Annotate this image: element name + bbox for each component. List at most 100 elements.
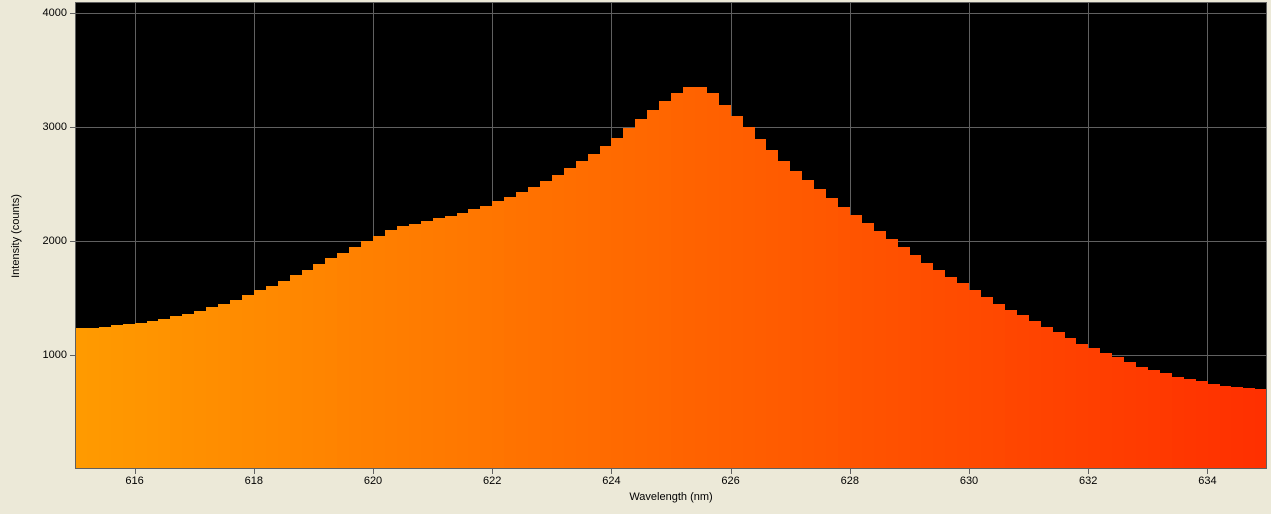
spectrum-bar — [230, 300, 242, 469]
spectrum-bar — [313, 264, 325, 469]
spectrum-bar — [468, 209, 480, 469]
x-tick-label: 618 — [245, 475, 263, 487]
x-tick-mark — [731, 469, 732, 474]
spectrum-bar — [325, 258, 337, 469]
x-tick-label: 620 — [364, 475, 382, 487]
spectrum-bar — [766, 150, 778, 469]
spectrum-bar — [1243, 388, 1255, 469]
spectrum-bar — [1184, 379, 1196, 469]
spectrum-bar — [731, 116, 743, 469]
x-tick-label: 628 — [841, 475, 859, 487]
x-tick-mark — [850, 469, 851, 474]
spectrum-bar — [397, 226, 409, 469]
spectrum-bar — [564, 168, 576, 469]
spectrum-bar — [373, 236, 385, 470]
spectrum-bar — [790, 171, 802, 469]
x-tick-label: 626 — [721, 475, 739, 487]
y-tick-mark — [70, 355, 75, 356]
spectrum-bar — [683, 87, 695, 469]
x-tick-label: 616 — [125, 475, 143, 487]
spectrum-bar — [1255, 389, 1267, 469]
spectrum-bar — [611, 138, 623, 469]
spectrum-bar — [1220, 386, 1232, 469]
spectrum-bar — [421, 221, 433, 469]
spectrum-bar — [254, 290, 266, 469]
spectrum-bar — [75, 328, 87, 469]
spectrum-bar — [409, 224, 421, 469]
spectrum-bar — [182, 314, 194, 469]
x-tick-mark — [373, 469, 374, 474]
spectrum-bar — [635, 119, 647, 469]
spectrum-bar — [826, 198, 838, 469]
y-tick-label: 2000 — [39, 235, 67, 247]
spectrum-bar — [1112, 357, 1124, 469]
spectrum-bar — [1148, 370, 1160, 469]
spectrum-bar — [981, 297, 993, 469]
y-tick-mark — [70, 127, 75, 128]
spectrum-bar — [158, 319, 170, 469]
x-tick-mark — [254, 469, 255, 474]
spectrum-bar — [433, 218, 445, 469]
y-tick-mark — [70, 241, 75, 242]
spectrum-bar — [1029, 321, 1041, 469]
spectrum-bar — [707, 93, 719, 469]
spectrum-bar — [743, 127, 755, 469]
spectrum-bar — [1076, 344, 1088, 469]
spectrum-bar — [480, 206, 492, 469]
spectrum-bar — [1136, 367, 1148, 470]
spectrum-bar — [957, 283, 969, 469]
spectrum-bar — [337, 253, 349, 469]
spectrum-bar — [1208, 384, 1220, 469]
x-tick-label: 624 — [602, 475, 620, 487]
y-tick-label: 3000 — [39, 121, 67, 133]
spectrum-bar — [1160, 373, 1172, 469]
spectrum-bar — [862, 223, 874, 469]
x-tick-mark — [492, 469, 493, 474]
spectrum-bar — [874, 231, 886, 469]
spectrum-bar — [755, 139, 767, 469]
spectrum-bar — [385, 230, 397, 469]
spectrum-bar — [1005, 310, 1017, 469]
spectrum-bar — [87, 328, 99, 469]
x-tick-mark — [135, 469, 136, 474]
spectrum-bar — [170, 316, 182, 469]
x-tick-label: 622 — [483, 475, 501, 487]
spectrum-bar — [111, 325, 123, 469]
spectrum-bar — [516, 192, 528, 469]
plot-area[interactable] — [75, 2, 1267, 469]
spectrum-bar — [504, 197, 516, 469]
spectrum-chart: Intensity (counts) Wavelength (nm) 10002… — [0, 0, 1271, 514]
spectrum-bar — [838, 207, 850, 469]
y-axis-label: Intensity (counts) — [10, 194, 22, 278]
spectrum-bar — [457, 213, 469, 469]
spectrum-bar — [969, 290, 981, 469]
spectrum-bar — [1065, 338, 1077, 469]
spectrum-bar — [647, 110, 659, 469]
spectrum-bar — [147, 321, 159, 469]
spectrum-bar — [135, 323, 147, 469]
spectrum-bar — [1172, 377, 1184, 469]
x-tick-mark — [1088, 469, 1089, 474]
spectrum-bar — [1231, 387, 1243, 469]
spectrum-bar — [1041, 327, 1053, 469]
spectrum-bar — [1088, 348, 1100, 469]
x-tick-mark — [1207, 469, 1208, 474]
spectrum-bar — [349, 247, 361, 469]
spectrum-bar — [588, 154, 600, 470]
x-tick-label: 630 — [960, 475, 978, 487]
y-tick-label: 4000 — [39, 7, 67, 19]
x-tick-label: 632 — [1079, 475, 1097, 487]
spectrum-bar — [99, 327, 111, 469]
spectrum-bar — [123, 324, 135, 469]
spectrum-bar — [933, 270, 945, 469]
spectrum-bar — [910, 255, 922, 469]
spectrum-bars — [75, 2, 1267, 469]
spectrum-bar — [290, 275, 302, 469]
spectrum-bar — [194, 311, 206, 469]
x-tick-mark — [969, 469, 970, 474]
spectrum-bar — [719, 105, 731, 469]
spectrum-bar — [886, 239, 898, 469]
spectrum-bar — [242, 295, 254, 469]
spectrum-bar — [1124, 362, 1136, 469]
spectrum-bar — [206, 307, 218, 469]
